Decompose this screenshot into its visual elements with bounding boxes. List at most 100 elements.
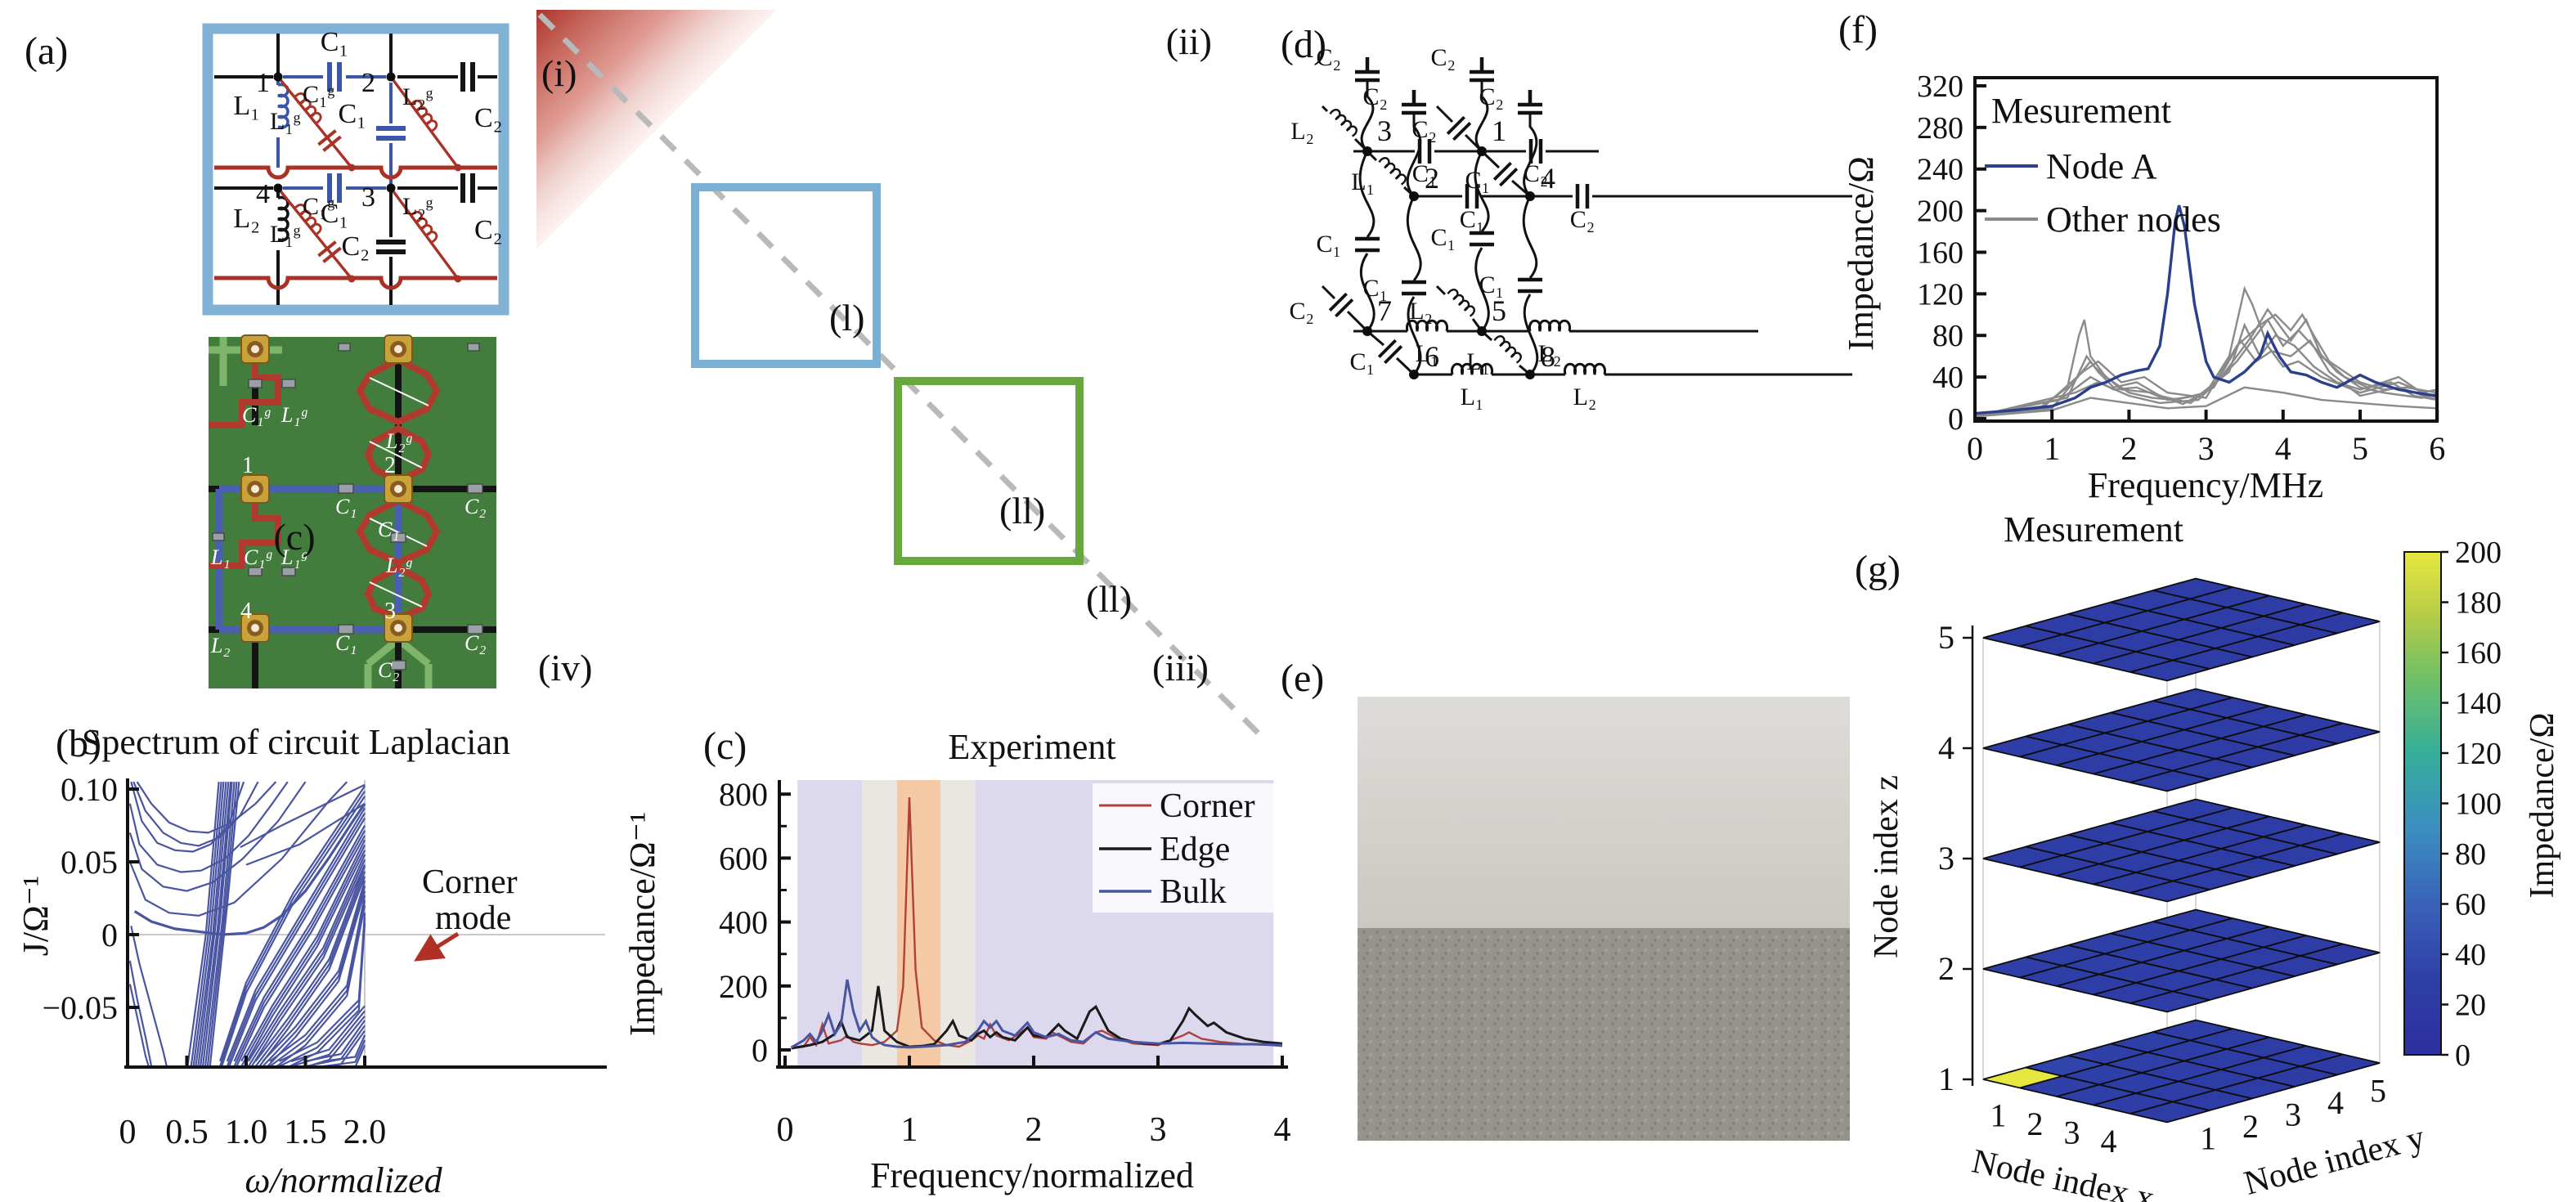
g-ztick-label: 3 (1938, 840, 1954, 877)
cap-c1-label: C₁ (321, 27, 349, 57)
panel-d-3d-circuit: (d) (1281, 23, 1852, 410)
spectrum-curve (233, 830, 366, 1067)
pcb-l2g: L₂ᵍ (385, 429, 412, 453)
l1-label: L₁ (233, 91, 260, 121)
spectrum-curve (197, 782, 230, 1067)
panel-d-caps (1328, 57, 1590, 365)
panel-c-ylabel: Impedance/Ω⁻¹ (622, 812, 662, 1036)
d-c2-diag7: C₂ (1290, 298, 1314, 325)
pcb-l1: L₁ (210, 545, 231, 569)
panel-d-labels: C₂ C₂ C₂ C₂ L₂ C₂ L₁ C₁ C₁ C₂ C₁ C₂ C₁ C… (1290, 44, 1597, 410)
c-ytick-label: 800 (719, 776, 768, 813)
corner-mode-annotation-1: Corner (422, 863, 518, 901)
pcb-photo-panel: C₁ᵍ L₁ᵍ L₂ᵍ 1 2 C₁ C₂ L₁ C₁ᵍ L₁ᵍ C₁ L₂ᵍ … (209, 334, 496, 688)
b-ytick-label: −0.05 (42, 989, 118, 1026)
legend-other: Other nodes (2046, 200, 2221, 240)
c-ytick-label: 600 (719, 840, 768, 877)
spectrum-curve (323, 1039, 366, 1067)
pcb-c2c: C₂ (378, 658, 399, 682)
spectrum-curve (235, 835, 366, 1067)
d-c1-rowB: C₁ (1460, 206, 1484, 233)
d-c1-v2: C₁ (1363, 275, 1388, 302)
spectrum-curve (128, 781, 307, 892)
photo-carpet (1358, 928, 1850, 1141)
f-curve-other (1977, 307, 2437, 418)
d-l2-diag5: L₂ (1409, 298, 1433, 325)
b-xtick-label: 0.5 (165, 1114, 209, 1151)
node3-label: 3 (361, 182, 375, 213)
d-c2-rowB: C₂ (1570, 206, 1595, 233)
corner-mode-annotation-2: mode (435, 899, 511, 937)
c-ytick-label: 200 (719, 968, 768, 1005)
lattice-label-ii: (ii) (1166, 20, 1212, 62)
g-cell-z3 (2129, 880, 2210, 903)
f-ytick-label: 160 (1917, 235, 1963, 270)
spectrum-curve (192, 782, 225, 1067)
unitcell-black-wires (214, 34, 497, 305)
d-c1-v4: C₁ (1479, 271, 1504, 298)
panel-b-xlabel: ω/normalized (245, 1160, 442, 1200)
g-xtick-label: 2 (2027, 1106, 2044, 1142)
c-ytick-label: 400 (719, 904, 768, 941)
d-c2-top1: C₂ (1317, 44, 1341, 71)
pcb-photo-tag: (c) (273, 516, 315, 558)
d-c2-diag: C₂ (1412, 116, 1437, 143)
panel-f-xlabel: Frequency/MHz (2088, 465, 2323, 505)
c-band (797, 780, 863, 1067)
spectrum-curve (219, 785, 366, 1062)
c1g-label: C₁ᵍ (303, 81, 335, 108)
spectrum-curve (323, 1034, 366, 1062)
spectrum-curve (254, 865, 366, 1062)
f-xtick-label: 1 (2044, 430, 2060, 467)
lattice-label-box-l: (l) (829, 297, 864, 339)
node2-label: 2 (361, 68, 375, 98)
c-band (862, 780, 897, 1067)
g-ytick-label: 3 (2285, 1096, 2301, 1132)
g-ztick-label: 1 (1938, 1061, 1954, 1097)
lattice-diagonal-dashed (537, 12, 1266, 741)
spectrum-curve (220, 796, 366, 1067)
spectrum-curve (279, 913, 366, 1062)
lattice-label-i: (i) (541, 52, 577, 94)
panel-g-ylabel: Node index y (2240, 1119, 2428, 1202)
lattice-label-box-ll-outer: (ll) (1086, 578, 1132, 620)
d-node8: 8 (1541, 340, 1555, 373)
c-xtick-label: 4 (1274, 1111, 1291, 1149)
panel-b-tag: (b) (56, 722, 101, 765)
panel-c-ticks: 800 600 400 200 0 0 1 2 3 4 (719, 776, 1291, 1149)
spectrum-curve (305, 1020, 366, 1062)
f-ytick-label: 40 (1932, 361, 1963, 395)
c2-row2-label: C₂ (474, 215, 503, 245)
spectrum-curve (130, 926, 168, 1067)
colorbar-tick-label: 100 (2455, 787, 2502, 822)
unitcell-box-l (691, 183, 881, 368)
spectrum-curve (240, 839, 366, 1062)
g-xtick-label: 4 (2101, 1123, 2117, 1159)
g-ztick-label: 4 (1938, 729, 1954, 766)
spectrum-curve (258, 876, 366, 1067)
d-node3: 3 (1377, 114, 1392, 147)
unitcell-blue-caps (327, 62, 406, 203)
pcb-c1g: C₁ᵍ (242, 403, 271, 427)
g-cell-z5 (2129, 659, 2210, 682)
f-ytick-label: 200 (1917, 195, 1963, 229)
g-ytick-label: 1 (2200, 1119, 2216, 1156)
spectrum-curve (128, 960, 153, 1067)
panel-c-tag: (c) (703, 724, 747, 768)
node4-label: 4 (256, 179, 270, 209)
spectrum-curve (226, 807, 366, 1062)
pcb-c1b: C₁ (335, 631, 357, 655)
pcb-n4: 4 (240, 599, 252, 624)
g-cell-z2 (2129, 990, 2210, 1013)
f-xtick-label: 6 (2429, 430, 2445, 467)
spectrum-curve (262, 880, 366, 1062)
d-l1-rowC: L₁ (1416, 340, 1439, 367)
d-c1-diag7: C₁ (1350, 348, 1375, 375)
photo-wall (1358, 697, 1850, 928)
spectrum-curve (262, 886, 366, 1067)
colorbar-tick-label: 180 (2455, 586, 2502, 621)
d-c2-top3: C₂ (1431, 44, 1456, 71)
f-xtick-label: 2 (2120, 430, 2137, 467)
